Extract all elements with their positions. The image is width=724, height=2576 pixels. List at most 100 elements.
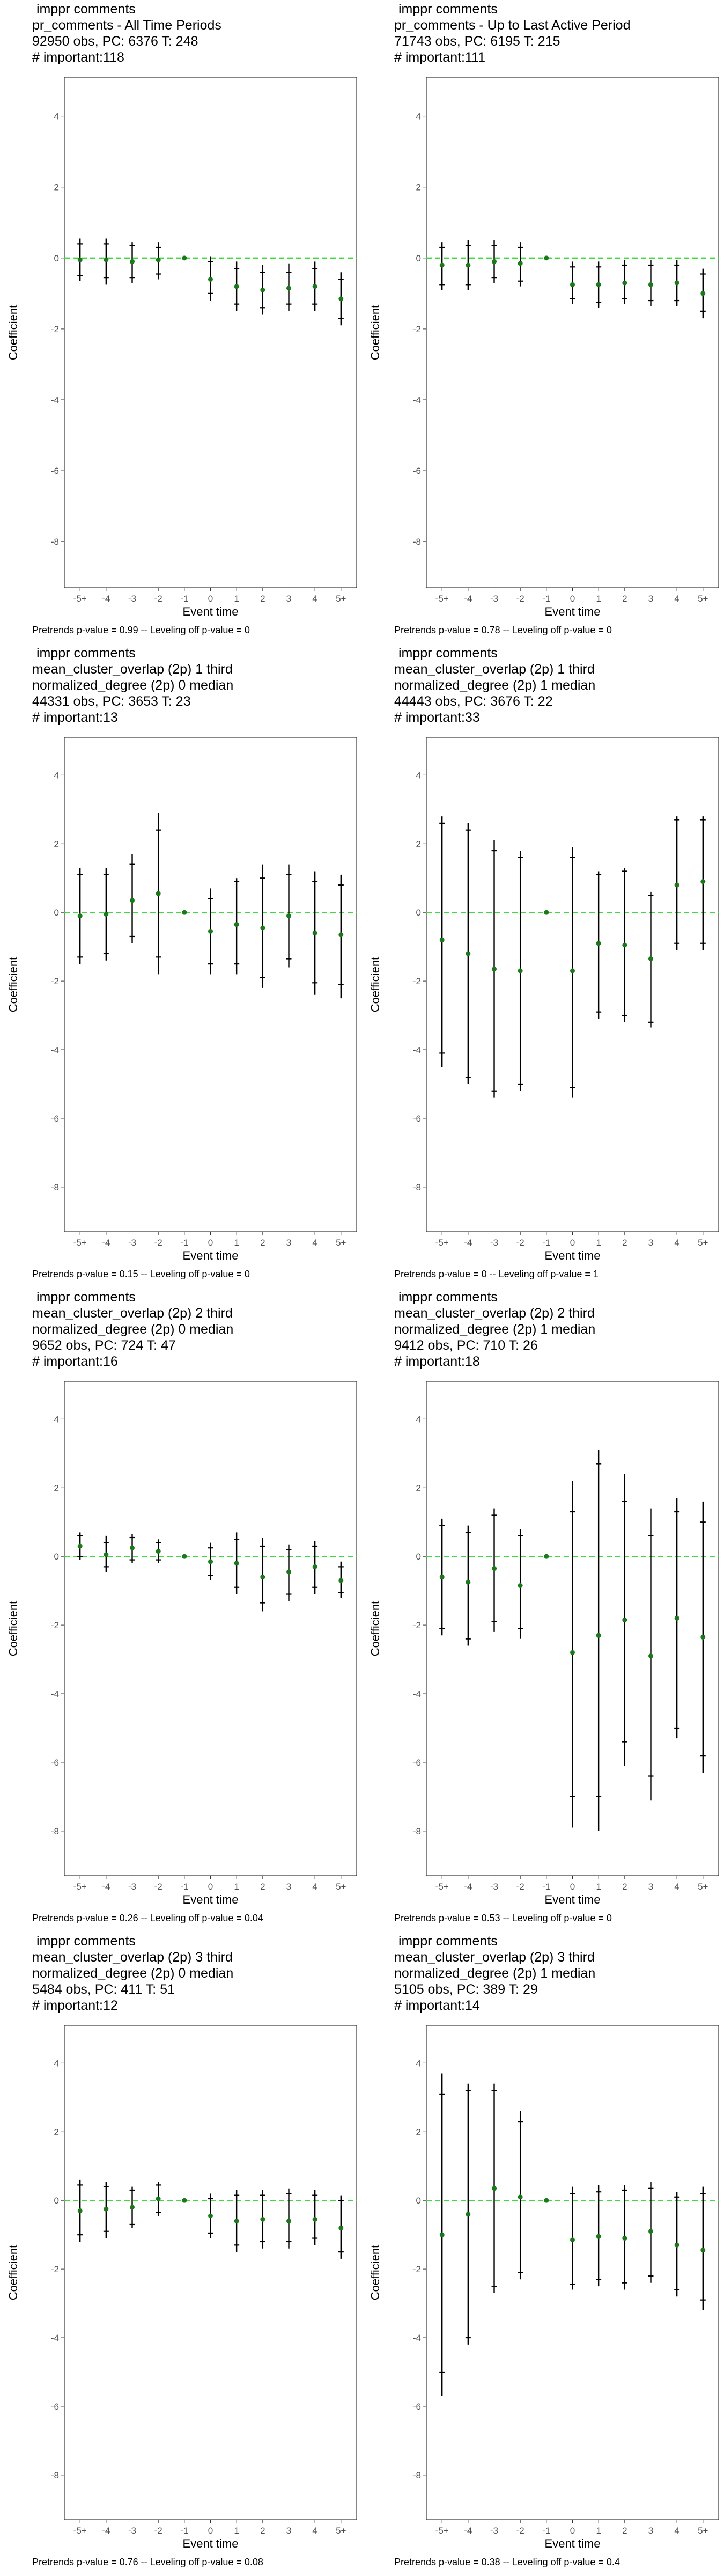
y-tick-label: 0 (416, 1552, 421, 1562)
chart-panel: imppr comments mean_cluster_overlap (2p) … (0, 1932, 362, 2576)
y-tick-label: -6 (51, 1114, 59, 1124)
y-axis-label: Coefficient (368, 1601, 382, 1657)
y-tick-label: 0 (54, 1552, 59, 1562)
x-tick-label: 4 (312, 1882, 317, 1892)
x-tick-label: -1 (542, 594, 550, 604)
coefficient-point (492, 1566, 497, 1571)
x-tick-label: -1 (542, 1238, 550, 1248)
y-axis-label: Coefficient (368, 305, 382, 361)
y-axis-label: Coefficient (6, 957, 20, 1013)
coefficient-point (439, 1575, 445, 1580)
x-tick-label: -3 (490, 1238, 498, 1248)
coefficient-point (544, 255, 549, 261)
coefficient-point (674, 280, 679, 286)
coefficient-point (492, 967, 497, 972)
chart-panel: imppr comments mean_cluster_overlap (2p) … (0, 644, 362, 1288)
chart-title: imppr comments (36, 646, 136, 661)
x-tick-label: 2 (260, 1238, 265, 1248)
y-tick-label: -4 (51, 395, 59, 405)
y-tick-label: 0 (54, 908, 59, 918)
x-tick-label: 2 (260, 594, 265, 604)
chart-svg: -8 -6 -4 -2 0 2 4 Coefficient -5+ -4 -3 -2 -1 0 1 2 3 4 5+… (368, 2025, 719, 2550)
y-tick-label: -8 (51, 537, 59, 547)
x-tick-label: 1 (596, 2526, 601, 2536)
y-tick-label: -2 (413, 976, 421, 986)
y-tick-label: -2 (413, 324, 421, 334)
coefficient-point (260, 2216, 265, 2222)
coefficient-point (208, 928, 213, 934)
y-tick-label: 0 (54, 253, 59, 264)
x-tick-label: -3 (490, 594, 498, 604)
x-tick-label: 5+ (336, 1882, 346, 1892)
x-tick-label: 4 (674, 594, 679, 604)
x-tick-label: -5+ (435, 594, 449, 604)
chart-subtitle-line: normalized_degree (2p) 0 median (32, 1966, 234, 1981)
coefficient-point (700, 291, 706, 296)
x-tick-label: 1 (596, 1882, 601, 1892)
coefficient-point (622, 2236, 627, 2241)
x-tick-label: 5+ (336, 594, 346, 604)
x-tick-label: 1 (234, 2526, 239, 2536)
chart-panel: imppr comments mean_cluster_overlap (2p) … (362, 1932, 724, 2576)
y-tick-label: -4 (51, 1045, 59, 1055)
x-axis-label: Event time (183, 1893, 239, 1906)
y-tick-label: -4 (413, 395, 421, 405)
p-value-caption: Pretrends p-value = 0 -- Leveling off p-… (394, 1269, 599, 1279)
y-tick-label: -4 (413, 2333, 421, 2343)
coefficient-point (182, 910, 187, 915)
coefficient-point (570, 2237, 575, 2243)
coefficient-point (77, 2208, 83, 2213)
p-value-caption: Pretrends p-value = 0.38 -- Leveling off… (394, 2557, 620, 2567)
p-value-caption: Pretrends p-value = 0.76 -- Leveling off… (32, 2557, 263, 2567)
x-tick-label: 3 (286, 594, 291, 604)
chart-panel: imppr comments mean_cluster_overlap (2p) … (0, 1288, 362, 1932)
chart-subtitle-line: 71743 obs, PC: 6195 T: 215 (394, 34, 560, 49)
chart-subtitle-line: # important:16 (32, 1354, 118, 1369)
x-axis-label: Event time (183, 1249, 239, 1262)
y-tick-label: -6 (413, 2402, 421, 2412)
coefficient-point (518, 2194, 523, 2200)
coefficient-point (182, 2198, 187, 2203)
x-tick-label: 4 (674, 1882, 679, 1892)
coefficient-point (286, 1569, 291, 1575)
p-value-caption: Pretrends p-value = 0.99 -- Leveling off… (32, 625, 250, 635)
chart-subtitle-line: 9412 obs, PC: 710 T: 26 (394, 1338, 538, 1353)
coefficient-point (234, 284, 239, 289)
coefficient-point (77, 1543, 83, 1549)
x-tick-label: 5+ (336, 1238, 346, 1248)
chart-subtitle-line: 9652 obs, PC: 724 T: 47 (32, 1338, 176, 1353)
x-tick-label: -3 (128, 2526, 136, 2536)
x-tick-label: 4 (312, 594, 317, 604)
x-tick-label: 3 (286, 1238, 291, 1248)
chart-subtitle-line: 44443 obs, PC: 3676 T: 22 (394, 694, 553, 709)
x-tick-label: 4 (312, 2526, 317, 2536)
coefficient-point (208, 1559, 213, 1564)
p-value-caption: Pretrends p-value = 0.15 -- Leveling off… (32, 1269, 250, 1279)
coefficient-point (570, 282, 575, 287)
x-tick-label: -2 (516, 1238, 524, 1248)
coefficient-point (104, 2206, 109, 2212)
coefficient-point (544, 910, 549, 915)
y-tick-label: 0 (416, 908, 421, 918)
plot-frame (64, 737, 357, 1232)
chart-svg: -8 -6 -4 -2 0 2 4 Coefficient -5+ -4 -3 -2 -1 0 1 2 3 4 5+… (6, 77, 357, 618)
chart-svg: -8 -6 -4 -2 0 2 4 Coefficient -5+ -4 -3 -2 -1 0 1 2 3 4 5+… (368, 1381, 719, 1906)
coefficient-point (648, 956, 653, 962)
chart-subtitle-line: 5105 obs, PC: 389 T: 29 (394, 1982, 538, 1997)
chart-subtitle-line: mean_cluster_overlap (2p) 1 third (394, 662, 595, 677)
chart-panel: imppr comments mean_cluster_overlap (2p) … (362, 1288, 724, 1932)
x-tick-label: 5+ (698, 594, 708, 604)
coefficient-point (104, 257, 109, 262)
x-tick-label: 1 (596, 1238, 601, 1248)
x-tick-label: 3 (286, 2526, 291, 2536)
x-tick-label: -2 (154, 1238, 162, 1248)
x-tick-label: 0 (208, 2526, 213, 2536)
x-tick-label: -4 (102, 2526, 110, 2536)
coefficient-point (130, 898, 135, 903)
x-tick-label: -3 (490, 1882, 498, 1892)
y-tick-label: 4 (416, 1414, 421, 1424)
chart-title: imppr comments (398, 1290, 498, 1305)
coefficient-point (338, 2225, 344, 2230)
chart-title: imppr comments (36, 2, 136, 17)
coefficient-point (312, 931, 317, 936)
